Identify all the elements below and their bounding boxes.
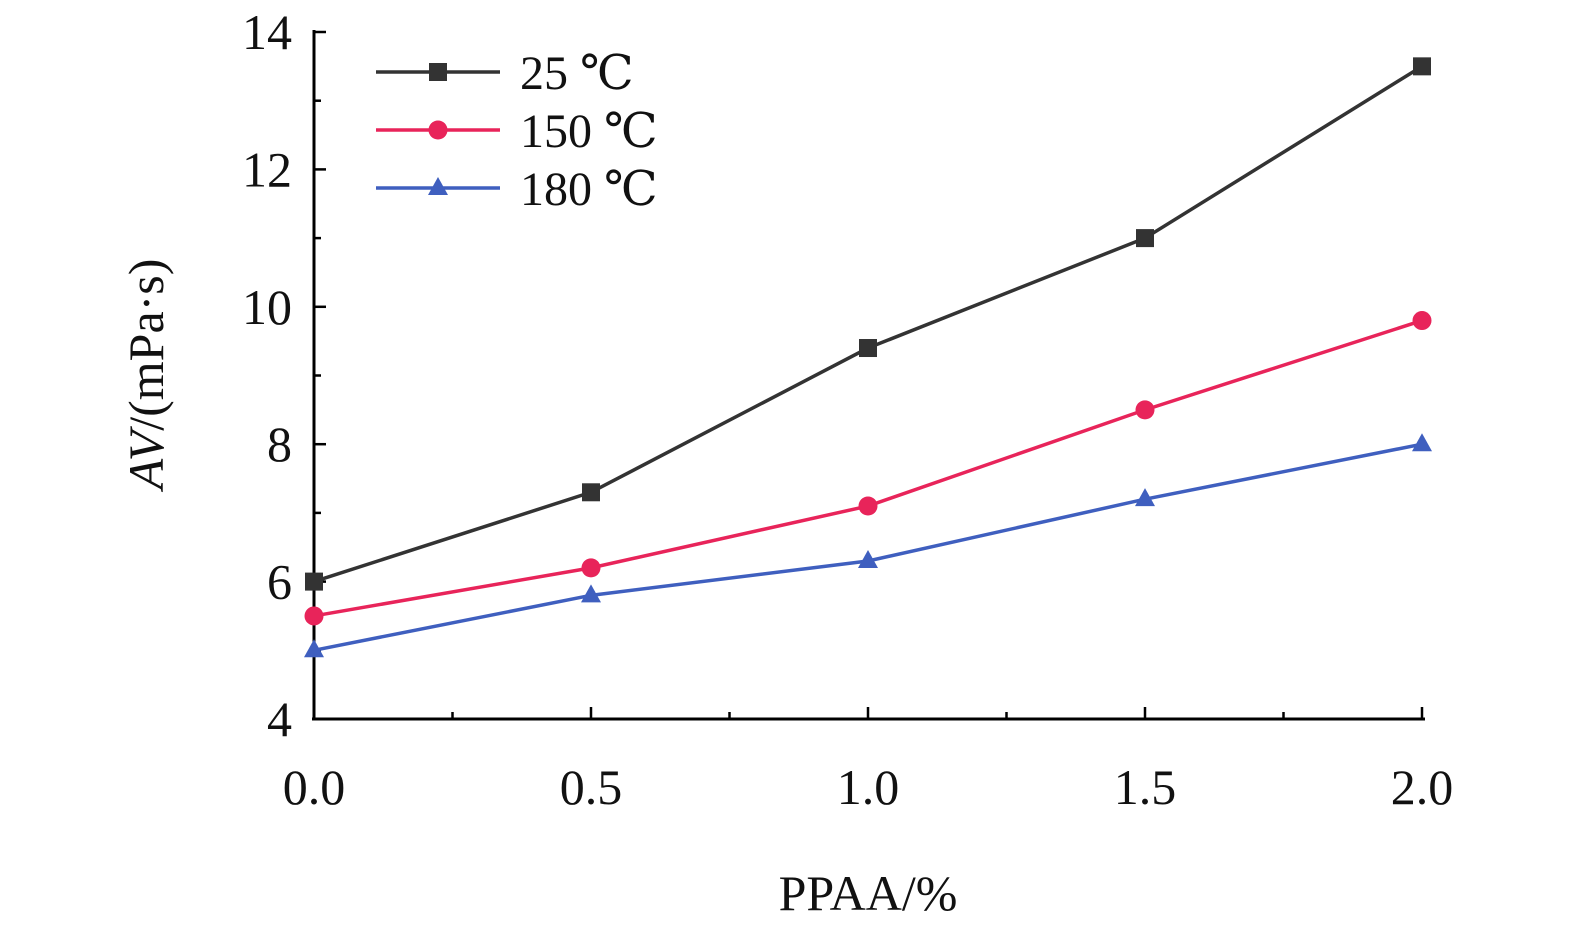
data-point-circle	[1135, 400, 1155, 420]
legend-item: 180 ℃	[376, 163, 658, 216]
y-axis-title-unit: /(mPa·s)	[118, 259, 174, 431]
y-tick-label: 8	[267, 416, 292, 472]
tick-labels: 4 6 8 10 12 14 0.0 0.5 1.0 1.5 2.0	[242, 4, 1453, 815]
y-tick-label: 6	[267, 554, 292, 610]
legend-label: 180 ℃	[520, 163, 658, 216]
data-point-square	[1413, 57, 1431, 76]
x-tick-label: 1.0	[837, 759, 900, 815]
data-point-circle	[858, 496, 878, 516]
data-point-square	[859, 339, 877, 358]
series-line	[313, 318, 1423, 618]
series-group	[304, 57, 1432, 658]
ticks	[312, 30, 1424, 721]
y-axis-title: AV/(mPa·s)	[118, 259, 174, 493]
data-point-triangle	[1135, 488, 1155, 507]
data-point-triangle	[581, 584, 601, 603]
data-point-square	[305, 572, 323, 591]
legend-label: 25 ℃	[520, 47, 634, 100]
series-line	[313, 442, 1423, 653]
y-tick-label: 4	[267, 691, 292, 747]
x-tick-label: 1.5	[1114, 759, 1177, 815]
x-tick-label: 2.0	[1391, 759, 1454, 815]
y-axis-title-italic: AV	[118, 425, 174, 492]
legend-item: 25 ℃	[376, 47, 634, 100]
series-2	[304, 433, 1432, 658]
legend-item: 150 ℃	[376, 105, 658, 158]
legend-label: 150 ℃	[520, 105, 658, 158]
y-tick-label: 14	[242, 4, 292, 60]
legend-marker-square	[429, 63, 447, 81]
data-point-triangle	[1412, 433, 1432, 452]
data-point-square	[582, 483, 600, 502]
legend-marker-circle	[428, 120, 448, 140]
data-point-circle	[1412, 311, 1432, 331]
x-tick-label: 0.0	[283, 759, 346, 815]
series-1	[304, 311, 1432, 626]
data-point-triangle	[304, 639, 324, 658]
legend-marker-triangle	[428, 177, 448, 195]
x-tick-label: 0.5	[560, 759, 623, 815]
y-tick-label: 10	[242, 279, 292, 335]
data-point-circle	[304, 606, 324, 626]
data-point-square	[1136, 229, 1154, 248]
y-tick-label: 12	[242, 141, 292, 197]
data-point-circle	[581, 558, 601, 578]
series-0	[305, 57, 1431, 591]
x-axis-title: PPAA/%	[779, 865, 958, 921]
data-point-triangle	[858, 549, 878, 568]
